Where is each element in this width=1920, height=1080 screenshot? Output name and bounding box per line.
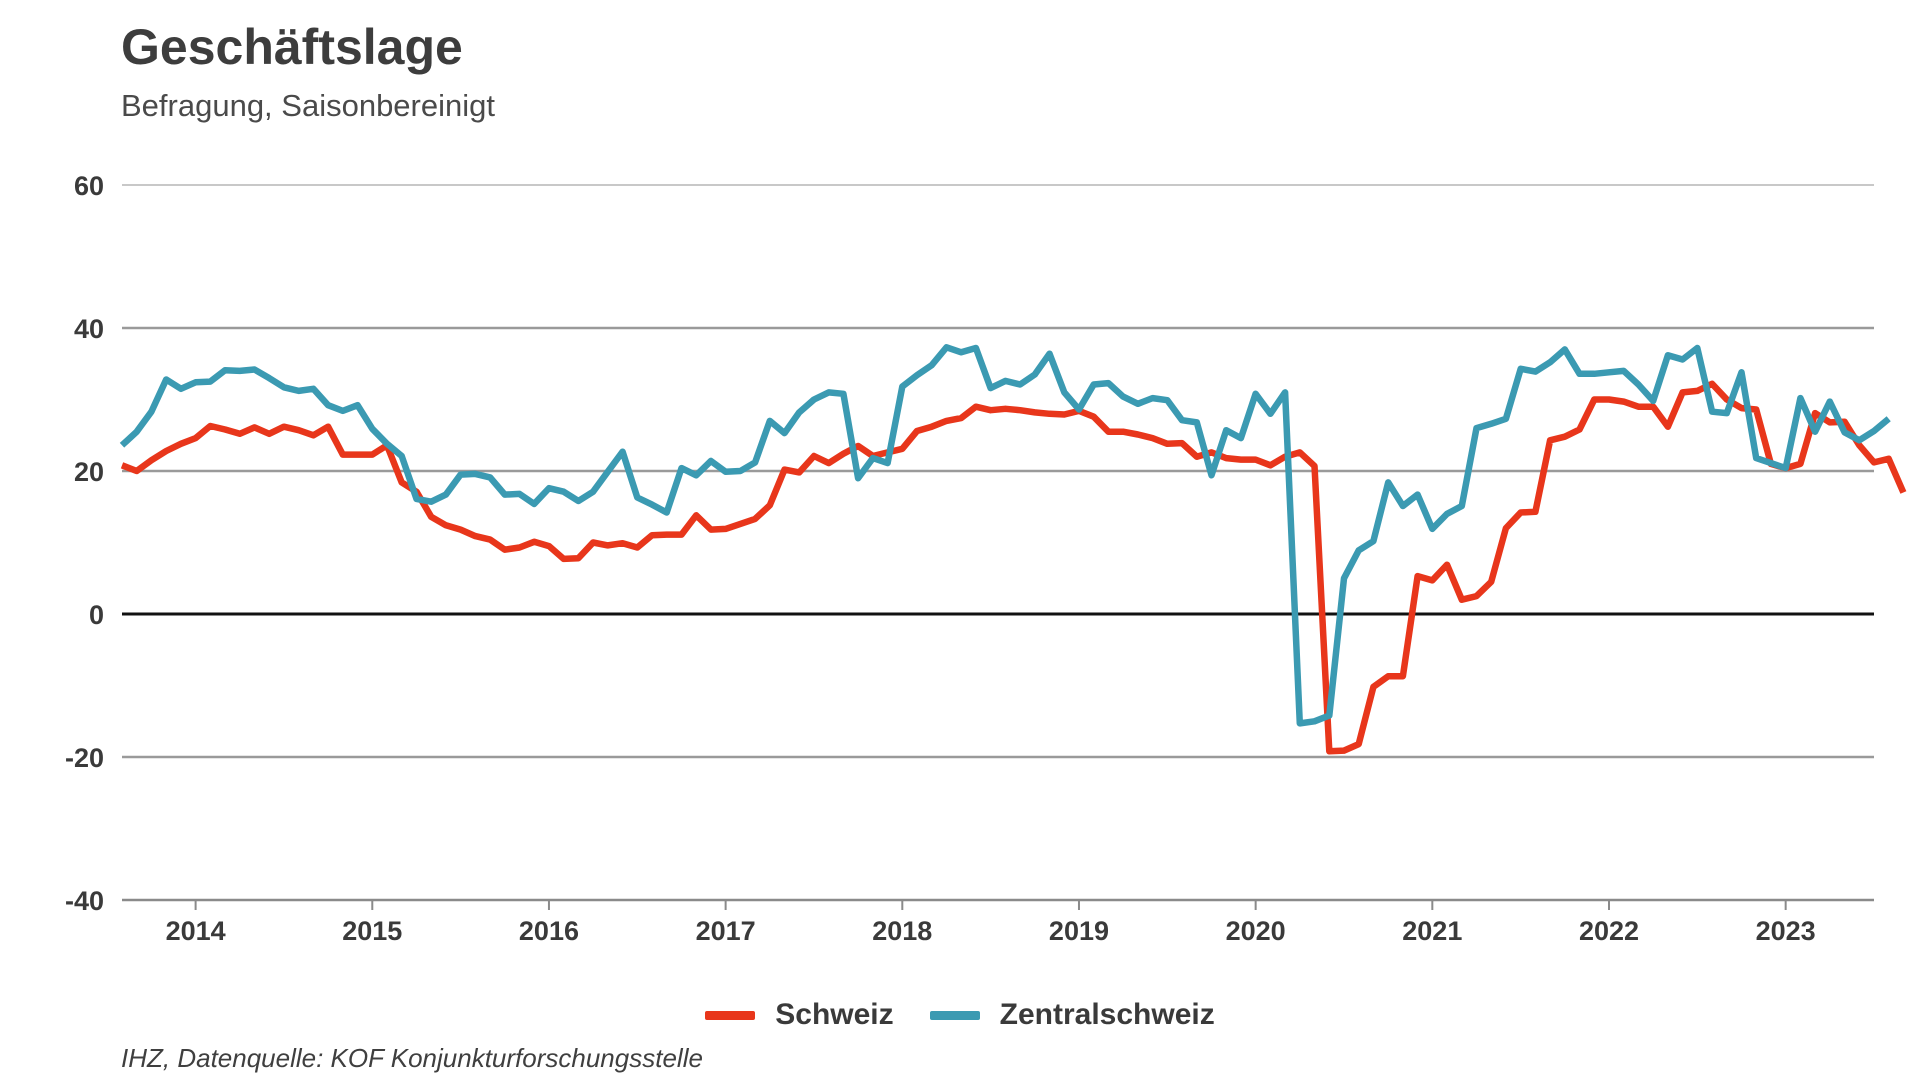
x-tick-label: 2021 [1402, 916, 1462, 946]
x-tick-label: 2017 [696, 916, 756, 946]
x-tick-label: 2022 [1579, 916, 1639, 946]
x-tick-label: 2018 [872, 916, 932, 946]
series-line-schweiz [120, 380, 1907, 755]
chart-title: Geschäftslage [121, 19, 463, 75]
legend: Schweiz Zentralschweiz [0, 998, 1920, 1032]
legend-item-schweiz[interactable]: Schweiz [705, 998, 894, 1032]
x-tick-label: 2019 [1049, 916, 1109, 946]
legend-swatch-schweiz [705, 1010, 756, 1020]
y-tick-label: 40 [74, 314, 104, 344]
y-tick-label: 20 [74, 457, 104, 487]
y-tick-label: -40 [65, 886, 104, 916]
y-tick-label: 0 [89, 600, 104, 630]
y-tick-label: 60 [74, 171, 104, 201]
chart-subtitle: Befragung, Saisonbereinigt [121, 88, 495, 123]
legend-item-zentralschweiz[interactable]: Zentralschweiz [929, 998, 1215, 1032]
x-tick-label: 2015 [342, 916, 402, 946]
x-tick-label: 2016 [519, 916, 579, 946]
x-tick-label: 2014 [166, 916, 226, 946]
x-tick-label: 2020 [1226, 916, 1286, 946]
series-line-zentralschweiz [119, 344, 1891, 727]
source-note: IHZ, Datenquelle: KOF Konjunkturforschun… [121, 1043, 703, 1073]
y-tick-label: -20 [65, 743, 104, 773]
legend-label-zentralschweiz: Zentralschweiz [999, 998, 1215, 1031]
legend-swatch-zentralschweiz [929, 1010, 980, 1020]
legend-label-schweiz: Schweiz [775, 998, 894, 1031]
x-tick-label: 2023 [1756, 916, 1816, 946]
